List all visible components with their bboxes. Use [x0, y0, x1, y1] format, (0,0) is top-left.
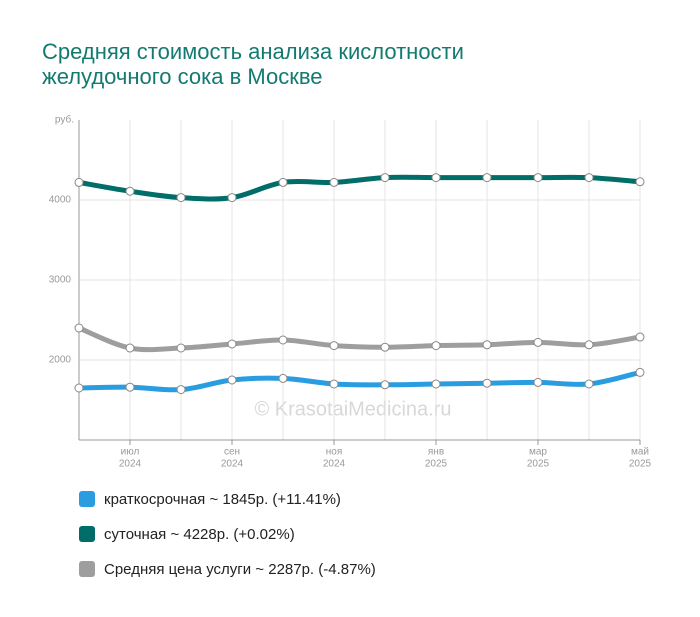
point	[74, 323, 84, 333]
x-tick-label: 2025	[425, 459, 448, 470]
chart-title: желудочного сока в Москве	[42, 64, 323, 89]
point	[380, 173, 390, 183]
series-line	[76, 369, 643, 393]
point	[329, 379, 339, 389]
point	[125, 343, 135, 353]
series-line	[76, 174, 643, 202]
y-tick-label: 2000	[49, 355, 72, 366]
point	[329, 341, 339, 351]
point	[227, 193, 237, 203]
y-tick-label: 3000	[49, 275, 72, 286]
watermark: © KrasotaiMedicina.ru	[254, 398, 451, 420]
point	[278, 335, 288, 345]
point	[176, 343, 186, 353]
x-tick-label: мар	[529, 447, 547, 458]
point	[533, 337, 543, 347]
x-tick-label: май	[631, 447, 649, 458]
point	[431, 173, 441, 183]
x-tick-label: 2024	[119, 459, 142, 470]
chart-title: Средняя стоимость анализа кислотности	[42, 39, 464, 64]
legend-swatch	[79, 561, 95, 577]
x-tick-label: сен	[224, 447, 240, 458]
point	[74, 383, 84, 393]
point	[533, 377, 543, 387]
point	[635, 332, 645, 342]
point	[380, 342, 390, 352]
x-tick-label: 2025	[629, 459, 652, 470]
legend-label: суточная ~ 4228р. (+0.02%)	[104, 526, 295, 543]
point	[431, 341, 441, 351]
point	[482, 340, 492, 350]
point	[635, 367, 645, 377]
point	[278, 373, 288, 383]
point	[482, 173, 492, 183]
point	[533, 173, 543, 183]
point	[431, 379, 441, 389]
x-tick-label: янв	[428, 447, 444, 458]
x-tick-label: 2024	[221, 459, 244, 470]
point	[125, 382, 135, 392]
point	[584, 379, 594, 389]
x-tick-label: июл	[121, 447, 140, 458]
y-tick-label: 4000	[49, 195, 72, 206]
point	[635, 177, 645, 187]
series-line	[76, 325, 643, 353]
point	[227, 339, 237, 349]
x-tick-label: 2024	[323, 459, 346, 470]
point	[329, 177, 339, 187]
y-unit: руб.	[55, 114, 74, 126]
point	[176, 385, 186, 395]
point	[227, 375, 237, 385]
legend-label: Средняя цена услуги ~ 2287р. (-4.87%)	[104, 561, 376, 578]
point	[584, 173, 594, 183]
point	[584, 340, 594, 350]
point	[380, 380, 390, 390]
legend-swatch	[79, 526, 95, 542]
legend-label: краткосрочная ~ 1845р. (+11.41%)	[104, 491, 341, 508]
point	[74, 177, 84, 187]
legend-swatch	[79, 491, 95, 507]
point	[482, 378, 492, 388]
x-tick-label: ноя	[326, 447, 343, 458]
x-tick-label: 2025	[527, 459, 550, 470]
point	[176, 193, 186, 203]
point	[125, 186, 135, 196]
point	[278, 177, 288, 187]
